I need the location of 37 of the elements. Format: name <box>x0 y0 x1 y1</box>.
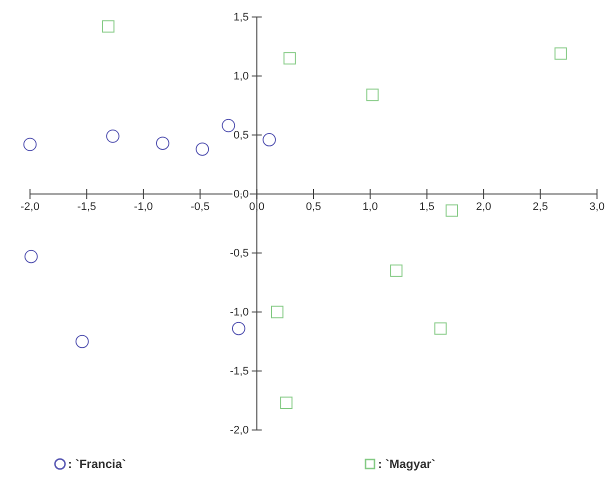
y-tick-label: -1,0 <box>230 306 249 319</box>
legend-label: : `Magyar` <box>378 457 436 471</box>
x-tick-label: 2,5 <box>532 200 548 213</box>
point <box>102 20 114 33</box>
x-tick-label: -0,5 <box>190 200 210 213</box>
y-tick-label: -0,5 <box>230 248 249 260</box>
legend-label: : `Francia` <box>68 457 126 471</box>
point <box>222 118 236 132</box>
point <box>23 138 37 152</box>
point <box>554 47 567 60</box>
x-tick-label: -2,0 <box>20 200 40 213</box>
x-tick-label: -1,5 <box>77 200 96 213</box>
x-tick-label: 1,0 <box>362 200 378 213</box>
point <box>271 306 284 318</box>
x-tick-label: 0,5 <box>306 200 322 213</box>
point <box>283 52 296 64</box>
point <box>106 130 120 143</box>
point <box>390 264 402 277</box>
x-tick-label: 2,0 <box>476 200 492 213</box>
point <box>366 88 379 102</box>
point <box>196 142 210 156</box>
y-tick-label: -1,5 <box>230 366 249 378</box>
x-tick-label: 3,0 <box>589 200 605 213</box>
point <box>75 334 89 348</box>
y-tick-label: 1,5 <box>234 12 249 24</box>
y-tick-label: -2,0 <box>230 424 249 437</box>
y-tick-label: 0,5 <box>234 130 249 142</box>
point <box>280 396 292 410</box>
point <box>262 133 276 146</box>
x-tick-label: -1,0 <box>134 200 153 213</box>
point <box>446 204 458 217</box>
y-tick-label: 1,0 <box>234 70 249 83</box>
x-tick-label: 1,5 <box>419 200 435 213</box>
point <box>232 322 246 336</box>
point <box>434 322 447 335</box>
point <box>156 136 170 150</box>
point <box>24 250 38 264</box>
